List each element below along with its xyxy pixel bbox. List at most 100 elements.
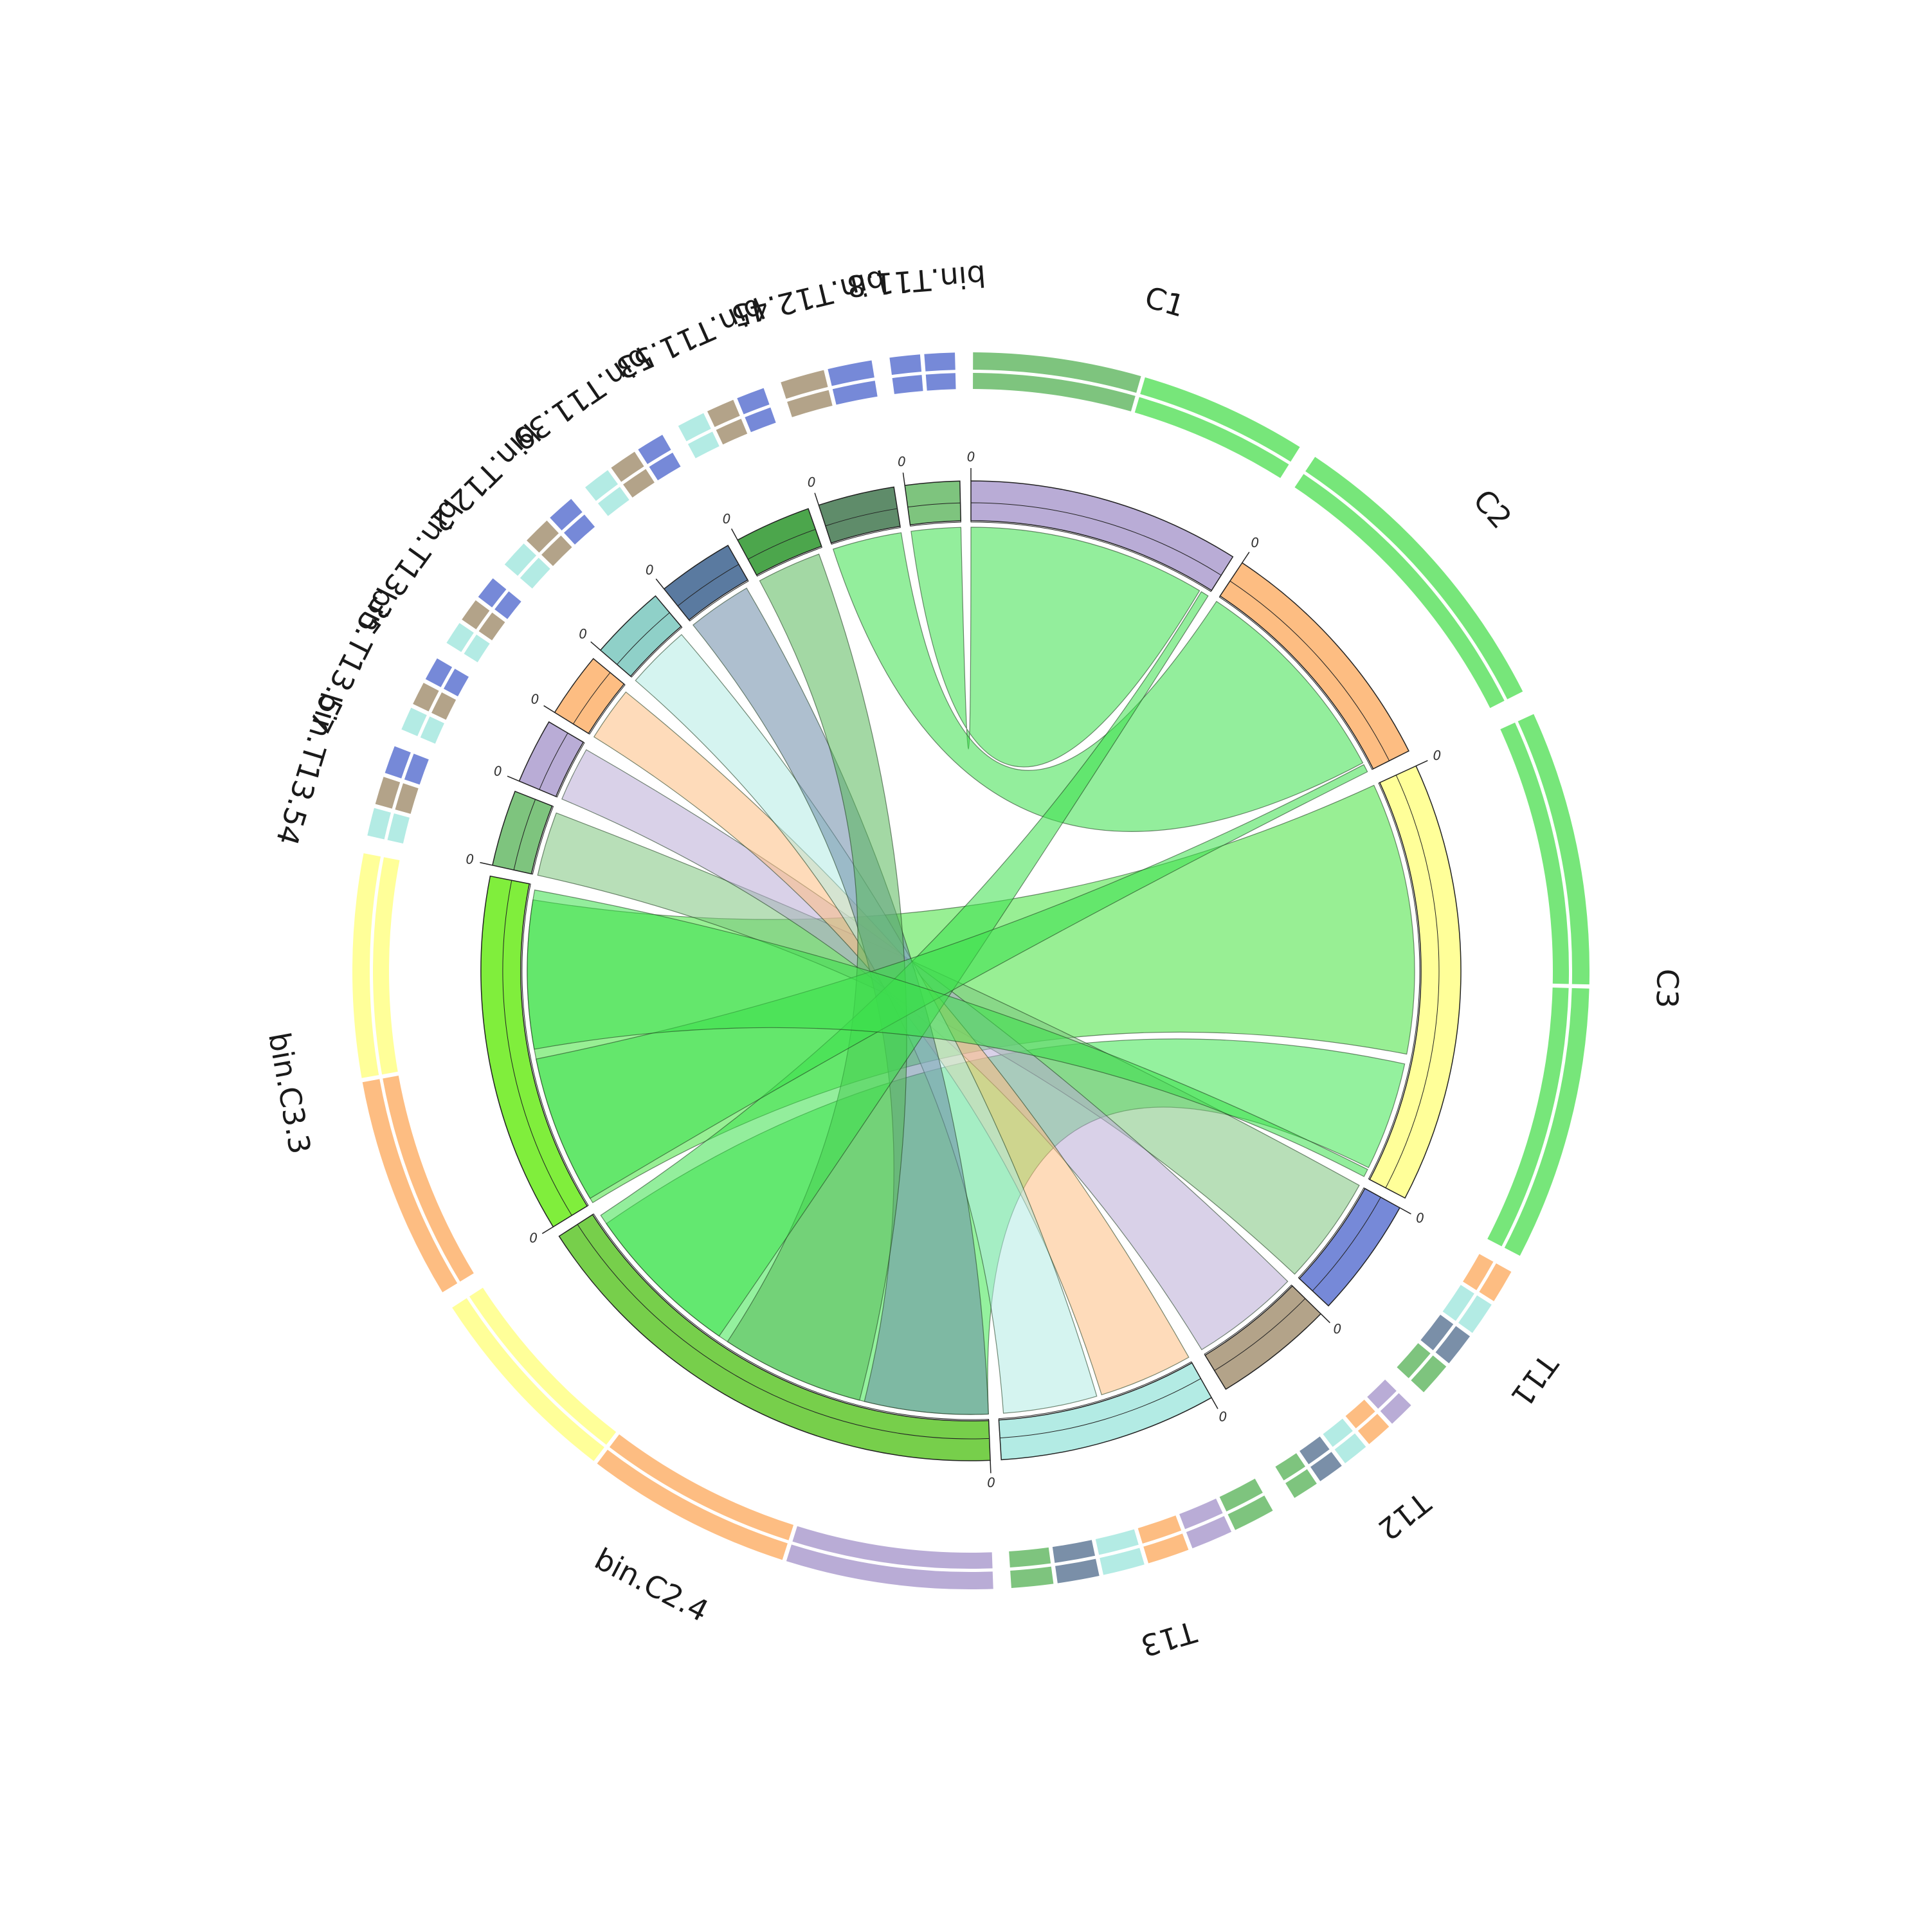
outer-track-1-T11-block-3 xyxy=(1420,1314,1454,1351)
tick-bin.T13.35 xyxy=(543,705,555,713)
segment-band-T13 xyxy=(998,1361,1202,1439)
outer-track-2-bin.T12.2-block-1 xyxy=(504,543,537,576)
outer-track-2-bin.T11.53-block-2 xyxy=(707,399,740,428)
outer-track-2-T13-block-4 xyxy=(1100,1548,1145,1575)
outer-track-1-C1-block-2 xyxy=(1134,397,1289,478)
tick-bin.C2.4 xyxy=(990,1460,992,1474)
tick-bin.T12.45 xyxy=(814,492,820,505)
outer-track-1-bin.T13.35-block-3 xyxy=(494,591,521,619)
outer-track-1-bin.T11.53-block-1 xyxy=(687,431,720,458)
segment-band-bin.T13.57 xyxy=(539,732,585,798)
outer-track-2-T11-block-1 xyxy=(1479,1263,1512,1301)
segment-label-C3: C3 xyxy=(1649,968,1685,1009)
tick-label-bin.T13.57: 0 xyxy=(494,763,502,779)
outer-track-2-bin.T13.57-block-3 xyxy=(425,658,453,687)
outer-track-2-bin.T12.2-block-2 xyxy=(527,520,559,553)
tick-T11 xyxy=(1399,1207,1411,1214)
tick-label-T13: 0 xyxy=(1218,1409,1227,1425)
outer-track-1-bin.T13.54-block-3 xyxy=(404,754,429,785)
outer-track-1-bin.T12.45-block-1 xyxy=(787,390,833,417)
outer-track-2-bin.C2.4-block-3 xyxy=(452,1298,604,1461)
outer-track-1-bin.C2.4-block-1 xyxy=(792,1526,993,1569)
segment-band-C2 xyxy=(1218,580,1390,770)
outer-track-1-T13-block-6 xyxy=(1009,1547,1051,1568)
tick-label-T11: 0 xyxy=(1416,1210,1424,1225)
tick-C2 xyxy=(1242,552,1250,563)
outer-track-2-bin.T11.39-block-1 xyxy=(585,470,618,501)
outer-track-1-bin.T12.2-block-3 xyxy=(564,514,595,545)
segment-band-bin.T13.54 xyxy=(513,799,554,875)
segment-C1 xyxy=(970,480,1234,591)
tick-bin.T13.54 xyxy=(480,862,493,866)
outer-track-2-bin.T11.39-block-2 xyxy=(611,451,644,482)
outer-track-1-T11-block-1 xyxy=(1463,1254,1494,1290)
outer-track-2-bin.T13.54-block-3 xyxy=(385,746,411,779)
segment-label-T12: T12 xyxy=(1372,1485,1437,1548)
chord-link-9 xyxy=(692,587,989,1415)
outer-track-1-T12-block-2 xyxy=(1345,1399,1375,1429)
segment-band-C1 xyxy=(970,502,1222,592)
segment-C2 xyxy=(1219,562,1409,770)
segment-band-T11 xyxy=(1298,1187,1381,1292)
outer-track-2-C3-block-1 xyxy=(1517,714,1590,985)
tick-T13 xyxy=(1211,1397,1218,1409)
outer-track-2-T12-block-2 xyxy=(1357,1414,1390,1445)
outer-track-2-bin.C2.4-block-1 xyxy=(786,1544,993,1589)
outer-track-rings xyxy=(352,352,1590,1589)
outer-track-2-bin.T13.57-block-1 xyxy=(401,707,427,737)
segment-band-bin.T11.53 xyxy=(747,528,822,577)
outer-track-1-bin.C2.4-block-2 xyxy=(609,1434,794,1540)
chord-link-7 xyxy=(593,691,1190,1396)
outer-track-1-T12-block-1 xyxy=(1367,1379,1397,1409)
outer-track-1-C3-block-2 xyxy=(1487,988,1569,1247)
tick-bin.T11.8 xyxy=(902,473,905,486)
outer-track-1-bin.T13.54-block-1 xyxy=(387,813,410,844)
outer-track-1-bin.T12.2-block-2 xyxy=(541,535,572,566)
outer-track-2-bin.T12.45-block-1 xyxy=(781,370,828,399)
tick-bin.T11.53 xyxy=(730,528,738,541)
outer-track-2-T13-block-1 xyxy=(1227,1495,1273,1530)
outer-track-1-T11-block-4 xyxy=(1397,1343,1431,1378)
segment-band-bin.T12.45 xyxy=(825,508,901,545)
segment-label-C1: C1 xyxy=(1141,280,1189,324)
outer-track-2-T11-block-2 xyxy=(1458,1295,1492,1333)
outer-track-2-C2-block-1 xyxy=(1305,456,1523,700)
tick-label-bin.T13.54: 0 xyxy=(466,852,474,867)
outer-track-1-bin.T11.39-block-3 xyxy=(649,452,681,481)
outer-track-2-bin.T11.8-block-1 xyxy=(889,354,922,375)
segment-band-bin.C2.4 xyxy=(577,1213,990,1440)
tick-label-C1: 0 xyxy=(967,449,975,465)
segment-band-bin.T12.2 xyxy=(616,612,683,678)
chord-link-5 xyxy=(537,812,1360,1275)
segment-band-bin.C3.3 xyxy=(502,880,589,1216)
segment-band-T12 xyxy=(1204,1284,1306,1371)
outer-track-1-T13-block-4 xyxy=(1095,1529,1139,1555)
outer-track-1-bin.T11.53-block-2 xyxy=(716,419,748,445)
tick-label-bin.T12.45: 0 xyxy=(808,474,816,490)
outer-track-2-T11-block-3 xyxy=(1435,1326,1471,1364)
tick-label-bin.T12.2: 0 xyxy=(579,626,587,642)
outer-track-1-T13-block-2 xyxy=(1179,1498,1223,1530)
segment-label-bin.C3.3: bin.C3.3 xyxy=(262,1029,318,1157)
segment-label-T13: T13 xyxy=(1137,1614,1200,1664)
outer-track-2-bin.T13.35-block-2 xyxy=(462,600,490,629)
segment-bin.C2.4 xyxy=(558,1214,991,1461)
outer-track-2-T12-block-3 xyxy=(1334,1433,1366,1463)
outer-track-2-bin.T13.54-block-1 xyxy=(367,808,391,840)
outer-track-2-bin.T12.2-block-3 xyxy=(550,498,583,531)
tick-bin.T12.2 xyxy=(590,641,601,651)
outer-track-2-T12-block-1 xyxy=(1380,1393,1411,1424)
outer-track-1-bin.C3.3-block-1 xyxy=(383,1075,474,1282)
outer-track-2-bin.T11.53-block-3 xyxy=(737,388,770,415)
outer-track-2-bin.C2.4-block-2 xyxy=(597,1449,788,1560)
outer-track-2-bin.T13.35-block-3 xyxy=(478,578,507,608)
outer-track-2-bin.T11.39-block-3 xyxy=(638,435,671,464)
outer-track-1-T12-block-3 xyxy=(1323,1418,1353,1447)
outer-track-1-C2-block-1 xyxy=(1294,474,1505,709)
chord-links xyxy=(527,527,1415,1415)
tick-bin.C3.3 xyxy=(541,1226,554,1234)
outer-track-2-T13-block-5 xyxy=(1055,1558,1100,1584)
chord-link-13 xyxy=(527,889,1368,1177)
